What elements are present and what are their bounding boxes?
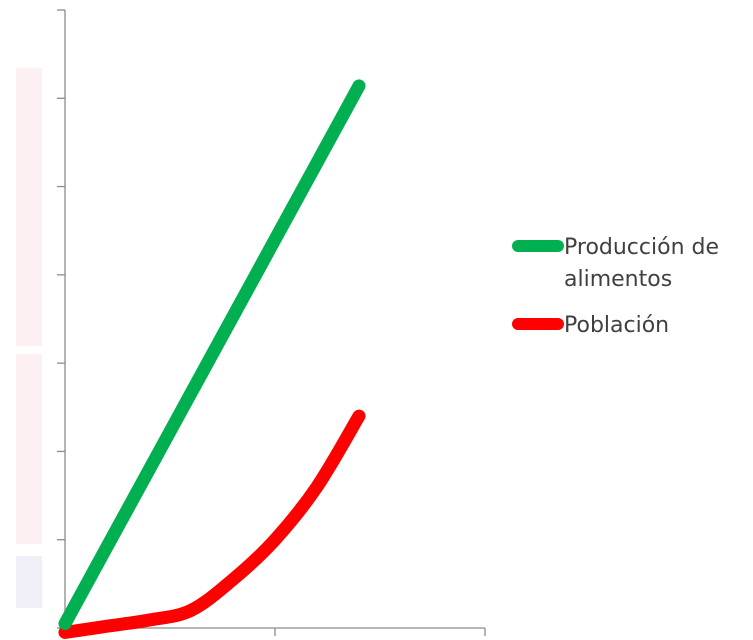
legend-swatch-food-production: [512, 240, 564, 252]
background-band-pink-top: [16, 68, 42, 346]
legend-swatch-population: [512, 318, 564, 330]
legend-label-population: Población: [564, 313, 670, 338]
chart-series: [58, 79, 366, 639]
series-line-population: [58, 409, 366, 639]
background-band-pink-bottom: [16, 354, 42, 544]
background-band-lavender: [16, 556, 42, 608]
legend-item-food-production: Producción de alimentos: [512, 232, 747, 296]
legend-item-population: Población: [512, 310, 747, 342]
chart-legend: Producción de alimentos Población: [512, 232, 747, 356]
series-line-food-production: [58, 79, 366, 631]
legend-label-food-production: Producción de alimentos: [564, 235, 720, 292]
